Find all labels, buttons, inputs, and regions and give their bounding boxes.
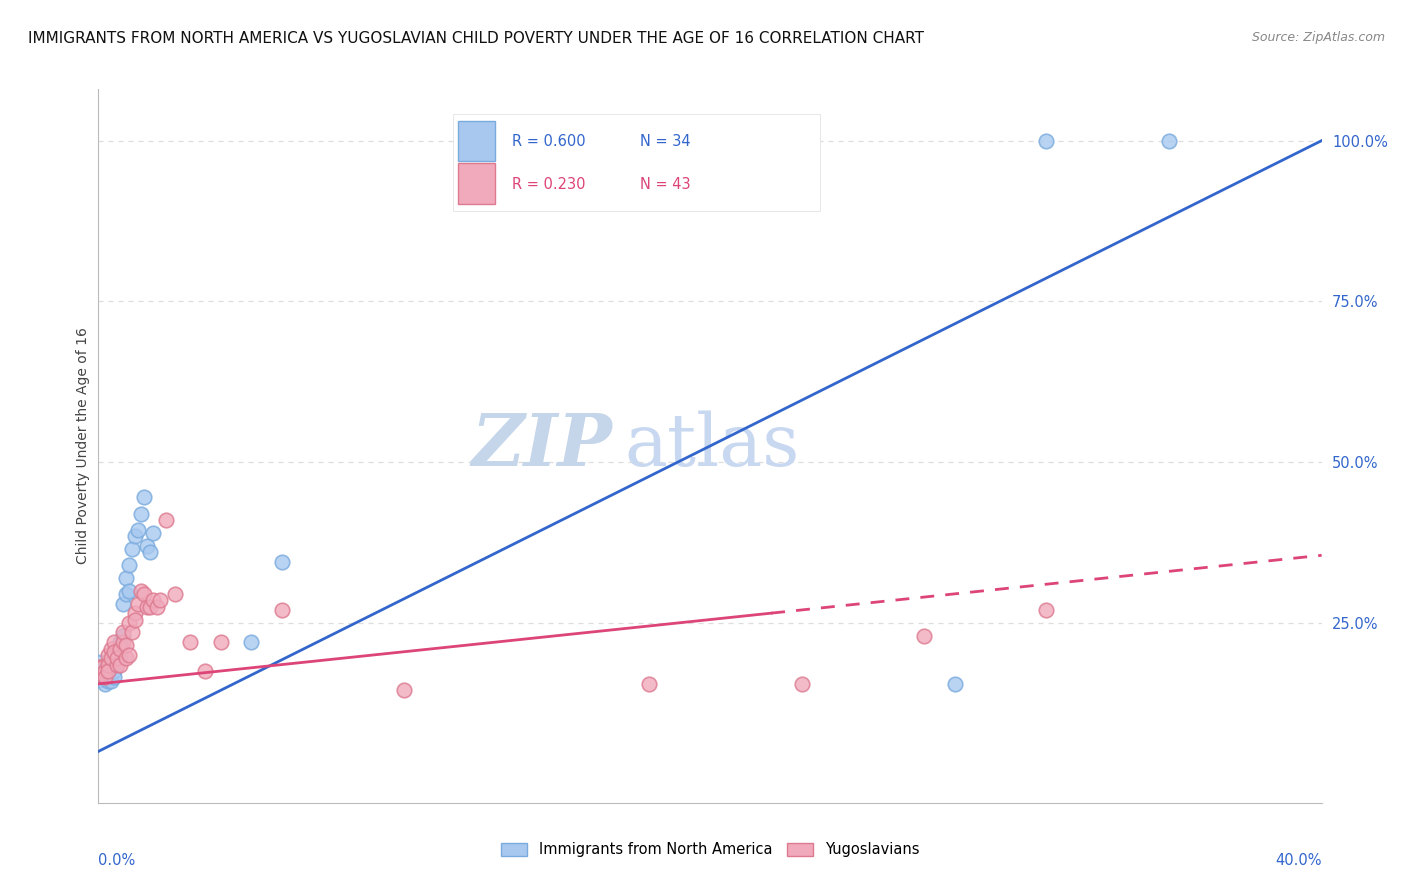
Point [97,673,120,688]
Y-axis label: Child Poverty Under the Age of 16: Child Poverty Under the Age of 16 [76,327,90,565]
Point [134,587,156,601]
Point [163,587,186,601]
Point [111,597,134,611]
Point [118,583,141,598]
Point [111,625,134,640]
Point [100,673,122,688]
Point [270,555,292,569]
Point [105,651,128,665]
Point [1035,603,1057,617]
Point [392,683,416,698]
Point [943,677,966,691]
Point [129,507,152,521]
Point [111,629,134,643]
Point [142,593,165,607]
Point [90,667,112,681]
Point [118,648,141,662]
Point [90,664,112,678]
Point [790,677,813,691]
Point [108,657,131,672]
Point [124,613,146,627]
Point [103,664,125,678]
Point [637,677,661,691]
FancyBboxPatch shape [453,114,820,211]
Text: R = 0.230: R = 0.230 [512,177,585,192]
FancyBboxPatch shape [458,163,495,204]
Point [194,664,217,678]
Point [115,571,138,585]
Point [118,615,141,630]
Point [149,593,172,607]
Point [127,523,149,537]
Point [121,541,143,556]
Point [90,661,112,675]
Point [103,670,125,684]
Point [129,583,152,598]
Legend: Immigrants from North America, Yugoslavians: Immigrants from North America, Yugoslavi… [495,837,925,863]
Point [139,599,162,614]
Text: ZIP: ZIP [471,410,612,482]
Point [1157,134,1180,148]
Point [1035,134,1057,148]
Text: 0.0%: 0.0% [98,853,135,868]
Point [93,670,115,684]
Point [105,648,128,662]
Point [124,529,146,543]
Point [209,635,232,649]
Text: atlas: atlas [624,410,800,482]
Point [136,539,159,553]
Point [127,597,149,611]
Point [97,667,120,681]
Point [111,635,134,649]
Point [105,654,128,668]
Text: 40.0%: 40.0% [1275,853,1322,868]
Point [100,661,122,675]
Point [115,651,138,665]
Point [97,664,120,678]
Text: IMMIGRANTS FROM NORTH AMERICA VS YUGOSLAVIAN CHILD POVERTY UNDER THE AGE OF 16 C: IMMIGRANTS FROM NORTH AMERICA VS YUGOSLA… [28,31,924,46]
Point [97,648,120,662]
Point [103,645,125,659]
Point [115,587,138,601]
Point [118,558,141,572]
Point [124,606,146,620]
Point [108,635,131,649]
Point [139,545,162,559]
Point [100,641,122,656]
Point [89,664,111,678]
Point [105,657,128,672]
FancyBboxPatch shape [458,120,495,161]
Point [93,670,115,684]
Text: Source: ZipAtlas.com: Source: ZipAtlas.com [1251,31,1385,45]
Point [100,651,122,665]
Point [108,641,131,656]
Point [93,677,115,691]
Point [142,525,165,540]
Point [108,648,131,662]
Point [103,657,125,672]
Point [103,635,125,649]
Point [136,599,159,614]
Point [240,635,263,649]
Point [270,603,292,617]
Text: N = 43: N = 43 [640,177,690,192]
Point [912,629,935,643]
Point [134,491,156,505]
Point [93,664,115,678]
Point [155,513,177,527]
Text: N = 34: N = 34 [640,134,690,149]
Point [145,599,167,614]
Text: R = 0.600: R = 0.600 [512,134,585,149]
Point [121,625,143,640]
Point [115,638,138,652]
Point [90,664,112,678]
Point [97,664,120,678]
Point [97,657,120,672]
Point [179,635,201,649]
